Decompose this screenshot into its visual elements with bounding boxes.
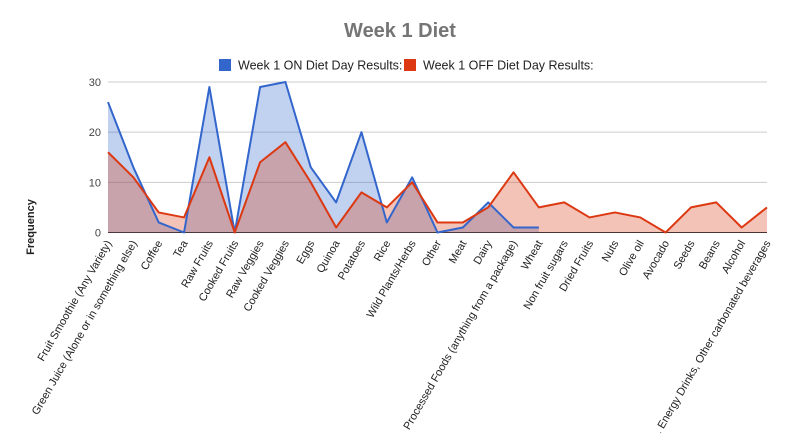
data-point[interactable] — [283, 80, 287, 84]
y-tick-label: 0 — [95, 228, 101, 240]
data-point[interactable] — [410, 180, 414, 184]
x-tick-label: Rice — [372, 239, 393, 264]
legend-label-off[interactable]: Week 1 OFF Diet Day Results: — [423, 59, 594, 73]
data-point[interactable] — [436, 231, 440, 235]
legend-label-on[interactable]: Week 1 ON Diet Day Results: — [238, 59, 402, 73]
data-point[interactable] — [334, 200, 338, 204]
data-point[interactable] — [537, 225, 541, 229]
data-point[interactable] — [385, 205, 389, 209]
data-point[interactable] — [664, 231, 668, 235]
y-tick-label: 30 — [89, 77, 101, 89]
data-point[interactable] — [359, 130, 363, 134]
x-tick-label: Tea — [171, 238, 191, 260]
x-tick-label: Coffee — [139, 239, 166, 273]
data-point[interactable] — [182, 215, 186, 219]
x-tick-label: Wheat — [519, 239, 545, 273]
data-point[interactable] — [207, 155, 211, 159]
data-point[interactable] — [638, 215, 642, 219]
data-point[interactable] — [385, 220, 389, 224]
data-point[interactable] — [157, 220, 161, 224]
data-point[interactable] — [131, 175, 135, 179]
x-tick-label: Meat — [447, 239, 470, 266]
data-point[interactable] — [106, 100, 110, 104]
x-tick-label: Seeds — [672, 238, 698, 271]
data-point[interactable] — [461, 220, 465, 224]
data-point[interactable] — [106, 150, 110, 154]
data-point[interactable] — [512, 225, 516, 229]
data-point[interactable] — [740, 225, 744, 229]
x-tick-label: Wild Plants/Herbs — [365, 238, 419, 320]
data-point[interactable] — [309, 180, 313, 184]
x-tick-label: Processed Foods (anything from a package… — [402, 239, 521, 432]
y-axis-label: Frequency — [25, 198, 37, 255]
series-line-1 — [107, 141, 768, 234]
y-tick-label: 10 — [89, 177, 101, 189]
data-point[interactable] — [233, 231, 237, 235]
x-tick-label: Dairy — [472, 238, 495, 267]
data-point[interactable] — [461, 225, 465, 229]
data-point[interactable] — [131, 165, 135, 169]
series-area-0 — [108, 82, 539, 233]
y-tick-label: 20 — [89, 127, 101, 139]
data-point[interactable] — [714, 200, 718, 204]
data-point[interactable] — [613, 210, 617, 214]
data-point[interactable] — [436, 220, 440, 224]
data-point[interactable] — [689, 205, 693, 209]
data-point[interactable] — [537, 205, 541, 209]
x-tick-label: Eggs — [294, 238, 317, 266]
data-point[interactable] — [258, 85, 262, 89]
data-point[interactable] — [334, 225, 338, 229]
series-line-0 — [107, 81, 539, 234]
legend-swatch-off — [404, 59, 416, 71]
data-point[interactable] — [283, 140, 287, 144]
legend: Week 1 ON Diet Day Results: Week 1 OFF D… — [219, 59, 594, 73]
data-point[interactable] — [765, 205, 769, 209]
x-tick-label: Other — [420, 238, 444, 268]
data-point[interactable] — [410, 175, 414, 179]
data-point[interactable] — [512, 170, 516, 174]
x-tick-label: Nuts — [600, 238, 622, 264]
data-point[interactable] — [309, 165, 313, 169]
data-point[interactable] — [258, 160, 262, 164]
data-point[interactable] — [486, 205, 490, 209]
series-area-1 — [108, 142, 767, 233]
legend-swatch-on — [219, 59, 231, 71]
data-point[interactable] — [207, 85, 211, 89]
data-point[interactable] — [359, 190, 363, 194]
data-point[interactable] — [157, 210, 161, 214]
x-tick-label: Green Juice (Alone or in something else) — [30, 239, 140, 418]
data-point[interactable] — [562, 200, 566, 204]
chart-title: Week 1 Diet — [344, 20, 456, 42]
data-point[interactable] — [182, 231, 186, 235]
x-tick-label: Beans — [697, 238, 723, 271]
data-point[interactable] — [588, 215, 592, 219]
